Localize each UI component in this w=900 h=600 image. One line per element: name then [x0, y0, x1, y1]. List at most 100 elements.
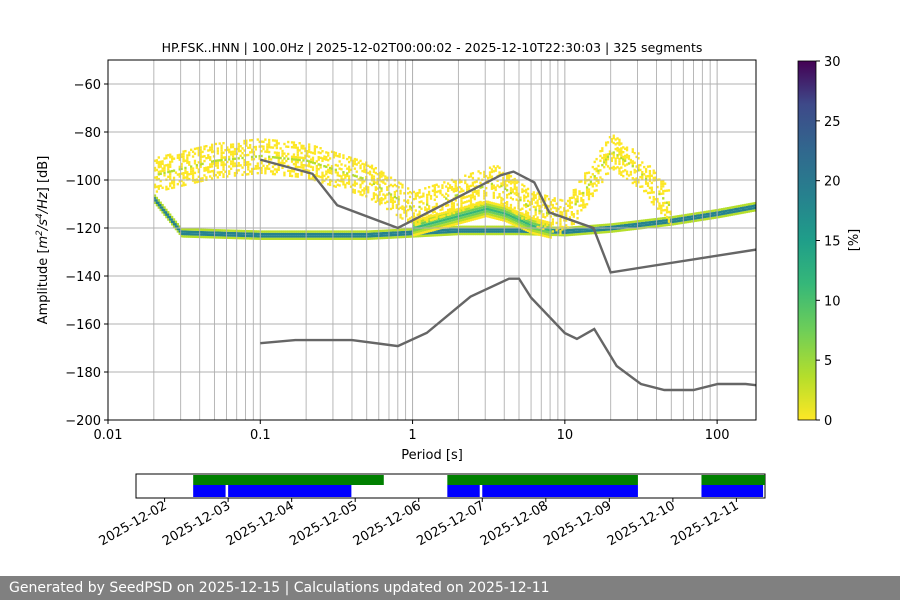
density-cell	[587, 195, 591, 198]
density-cell	[395, 184, 398, 188]
density-cell	[395, 213, 398, 217]
density-cell	[374, 229, 377, 233]
density-cell	[504, 232, 507, 236]
density-cell	[408, 207, 412, 211]
density-cell	[205, 166, 208, 169]
density-cell	[243, 229, 246, 233]
density-cell	[439, 224, 442, 228]
density-cell	[433, 234, 436, 237]
density-cell	[509, 230, 513, 233]
y-tick-label: −120	[65, 222, 101, 237]
density-cell	[159, 160, 162, 164]
density-cell	[604, 226, 608, 229]
density-cell	[407, 201, 410, 205]
density-cell	[496, 196, 499, 199]
density-cell	[532, 217, 535, 220]
density-cell	[477, 170, 480, 173]
density-cell	[258, 154, 261, 158]
density-cell	[490, 230, 494, 233]
density-cell	[372, 194, 376, 197]
density-cell	[460, 199, 463, 203]
density-cell	[466, 230, 469, 233]
density-cell	[195, 180, 199, 184]
density-cell	[260, 169, 263, 172]
available-data-span	[701, 475, 765, 485]
density-cell	[477, 230, 480, 233]
density-cell	[490, 225, 494, 228]
date-tick-label: 2025-12-04	[224, 498, 297, 549]
density-cell	[222, 234, 225, 237]
density-cell	[599, 154, 602, 158]
density-cell	[648, 218, 652, 222]
density-cell	[332, 156, 336, 159]
density-cell	[403, 199, 406, 202]
density-cell	[542, 231, 545, 235]
density-cell	[239, 154, 242, 157]
density-cell	[191, 169, 195, 173]
density-cell	[292, 235, 296, 238]
density-cell	[323, 235, 326, 238]
density-cell	[214, 142, 218, 146]
density-cell	[353, 174, 357, 178]
density-cell	[422, 192, 425, 195]
density-cell	[597, 164, 600, 168]
density-cell	[612, 156, 615, 159]
density-cell	[496, 228, 499, 231]
density-cell	[633, 168, 636, 172]
density-cell	[317, 168, 320, 171]
density-cell	[190, 172, 193, 176]
density-cell	[420, 234, 423, 238]
density-cell	[334, 180, 337, 184]
density-cell	[407, 228, 410, 231]
density-cell	[662, 217, 665, 220]
density-cell	[203, 167, 206, 170]
density-cell	[492, 170, 495, 173]
density-cell	[281, 232, 284, 236]
density-cell	[429, 234, 433, 237]
density-cell	[437, 222, 440, 226]
density-cell	[412, 231, 415, 234]
density-cell	[528, 203, 532, 206]
density-cell	[348, 182, 351, 185]
density-cell	[167, 163, 170, 167]
density-cell	[475, 202, 478, 205]
density-cell	[169, 160, 172, 164]
density-cell	[393, 195, 396, 199]
density-cell	[601, 149, 604, 152]
density-cell	[368, 230, 372, 233]
density-cell	[222, 168, 225, 171]
density-cell	[207, 156, 210, 159]
density-cell	[353, 181, 357, 185]
density-cell	[214, 159, 218, 162]
density-cell	[648, 223, 652, 226]
density-cell	[633, 180, 636, 184]
density-cell	[300, 166, 303, 169]
density-cell	[414, 226, 417, 229]
density-cell	[665, 221, 669, 224]
density-cell	[218, 159, 221, 162]
density-cell	[222, 229, 225, 232]
density-cell	[203, 145, 206, 148]
density-cell	[437, 213, 440, 216]
density-cell	[637, 157, 640, 160]
density-cell	[483, 192, 486, 195]
density-cell	[587, 193, 591, 196]
y-axis: −60−80−100−120−140−160−180−200	[65, 78, 108, 429]
density-cell	[469, 203, 473, 207]
density-cell	[443, 228, 446, 232]
density-cell	[153, 169, 157, 172]
density-cell	[427, 193, 431, 196]
density-cell	[412, 212, 416, 215]
density-cell	[262, 237, 265, 240]
density-cell	[582, 232, 585, 236]
density-cell	[650, 225, 653, 229]
density-cell	[641, 173, 644, 176]
density-cell	[471, 181, 475, 185]
density-cell	[656, 222, 659, 225]
density-cell	[203, 169, 206, 172]
density-cell	[361, 193, 364, 197]
density-cell	[334, 151, 337, 155]
density-cell	[444, 215, 448, 219]
density-cell	[448, 224, 452, 227]
density-cell	[372, 234, 376, 238]
